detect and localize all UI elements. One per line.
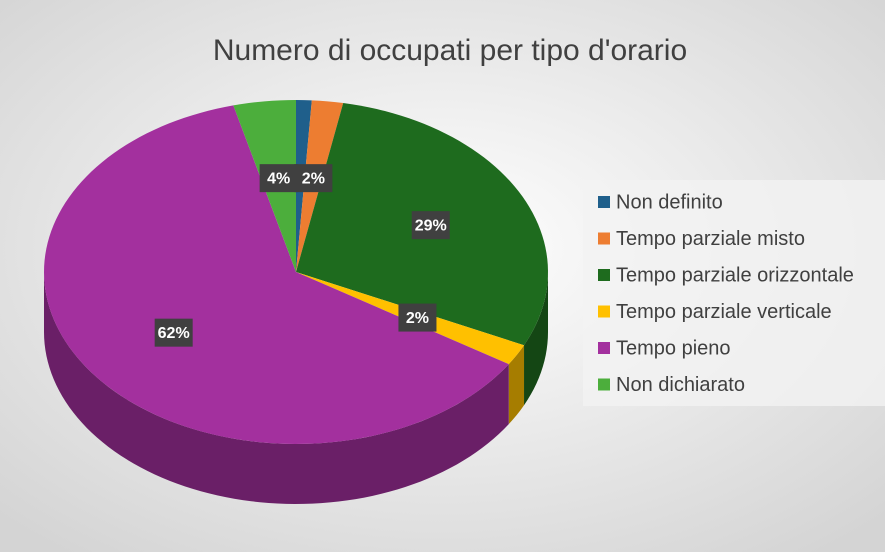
slice-side bbox=[524, 272, 548, 406]
legend-label: Tempo parziale orizzontale bbox=[616, 264, 854, 286]
data-label-box bbox=[411, 211, 450, 240]
legend-swatch bbox=[598, 342, 610, 354]
chart-title: Numero di occupati per tipo d'orario bbox=[213, 34, 687, 67]
legend-label: Tempo parziale verticale bbox=[616, 301, 832, 323]
legend-label: Non definito bbox=[616, 191, 723, 213]
legend-swatch bbox=[598, 232, 610, 245]
legend-swatch bbox=[598, 196, 610, 208]
legend-swatch bbox=[598, 378, 610, 391]
data-label: 62% bbox=[158, 325, 190, 342]
data-label: 2% bbox=[406, 310, 429, 327]
legend-label: Tempo pieno bbox=[616, 337, 731, 359]
slice-side bbox=[508, 345, 525, 425]
data-label: 4% bbox=[267, 170, 290, 187]
data-label-box bbox=[154, 318, 193, 347]
legend-box bbox=[583, 180, 885, 406]
data-label-box bbox=[398, 303, 437, 332]
slice-side bbox=[44, 272, 509, 504]
data-label: 29% bbox=[415, 217, 447, 234]
data-label-box bbox=[294, 164, 333, 193]
legend-label: Tempo parziale misto bbox=[616, 228, 805, 250]
legend-swatch bbox=[598, 269, 610, 281]
legend-swatch bbox=[598, 305, 610, 318]
data-label: 2% bbox=[302, 170, 325, 187]
data-label-box bbox=[259, 164, 298, 193]
slice bbox=[44, 105, 509, 445]
legend-label: Non dichiarato bbox=[616, 374, 745, 396]
